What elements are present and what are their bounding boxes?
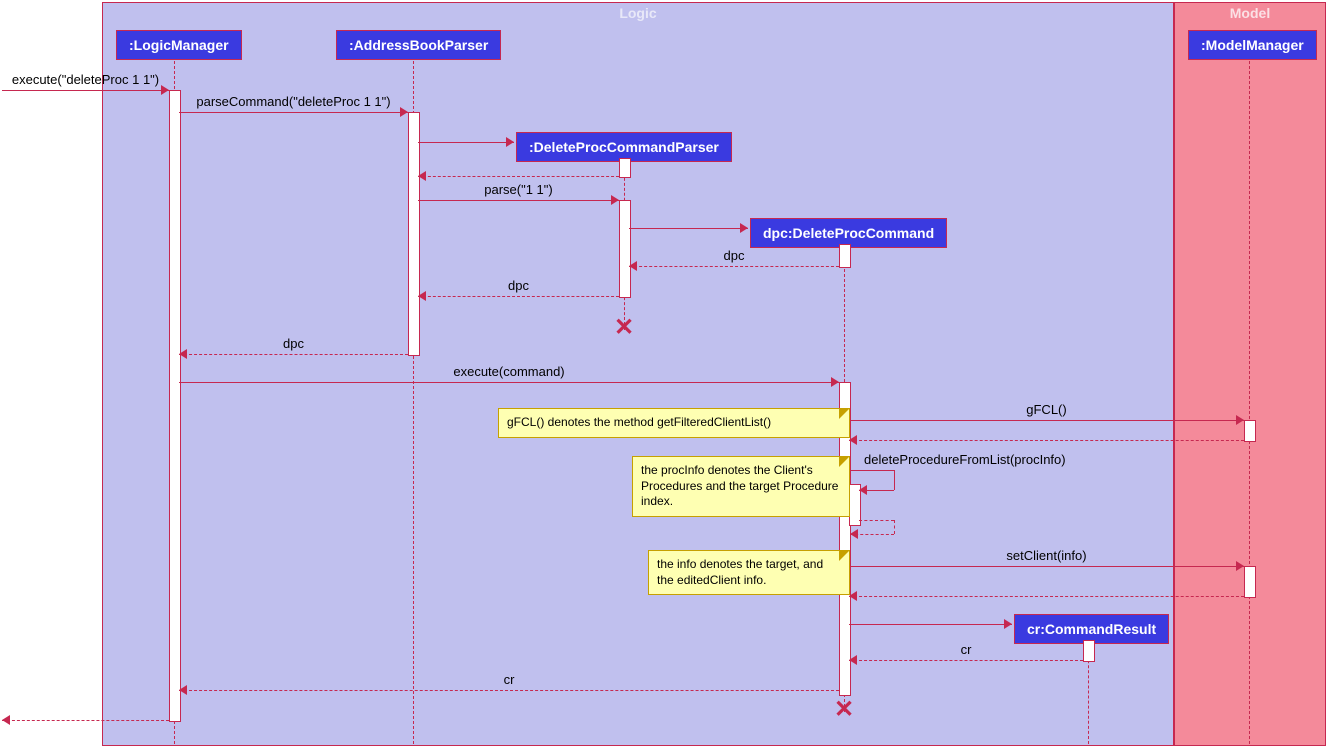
participant-logic-manager: :LogicManager bbox=[116, 30, 242, 60]
msg-return-cr-2: cr bbox=[389, 672, 629, 687]
msg-return-dpc-2: dpc bbox=[399, 278, 639, 293]
msg-setclient: setClient(info) bbox=[927, 548, 1167, 563]
msg-gfcl: gFCL() bbox=[927, 402, 1167, 417]
note-procinfo: the procInfo denotes the Client's Proced… bbox=[632, 456, 850, 517]
msg-parsecommand: parseCommand("deleteProc 1 1") bbox=[174, 94, 414, 109]
destroy-command: ✕ bbox=[834, 700, 854, 720]
msg-delete-procedure: deleteProcedureFromList(procInfo) bbox=[864, 452, 1124, 467]
msg-return-dpc-3: dpc bbox=[174, 336, 414, 351]
note-info: the info denotes the target, and the edi… bbox=[648, 550, 850, 595]
msg-execute-cmd: execute(command) bbox=[389, 364, 629, 379]
msg-return-cr: cr bbox=[846, 642, 1086, 657]
note-gfcl: gFCL() denotes the method getFilteredCli… bbox=[498, 408, 850, 438]
msg-execute: execute("deleteProc 1 1") bbox=[0, 72, 206, 87]
msg-return-dpc: dpc bbox=[614, 248, 854, 263]
destroy-parser: ✕ bbox=[614, 318, 634, 338]
participant-model-manager: :ModelManager bbox=[1188, 30, 1317, 60]
msg-parse: parse("1 1") bbox=[399, 182, 639, 197]
region-model: Model bbox=[1174, 2, 1326, 746]
participant-addressbook-parser: :AddressBookParser bbox=[336, 30, 501, 60]
